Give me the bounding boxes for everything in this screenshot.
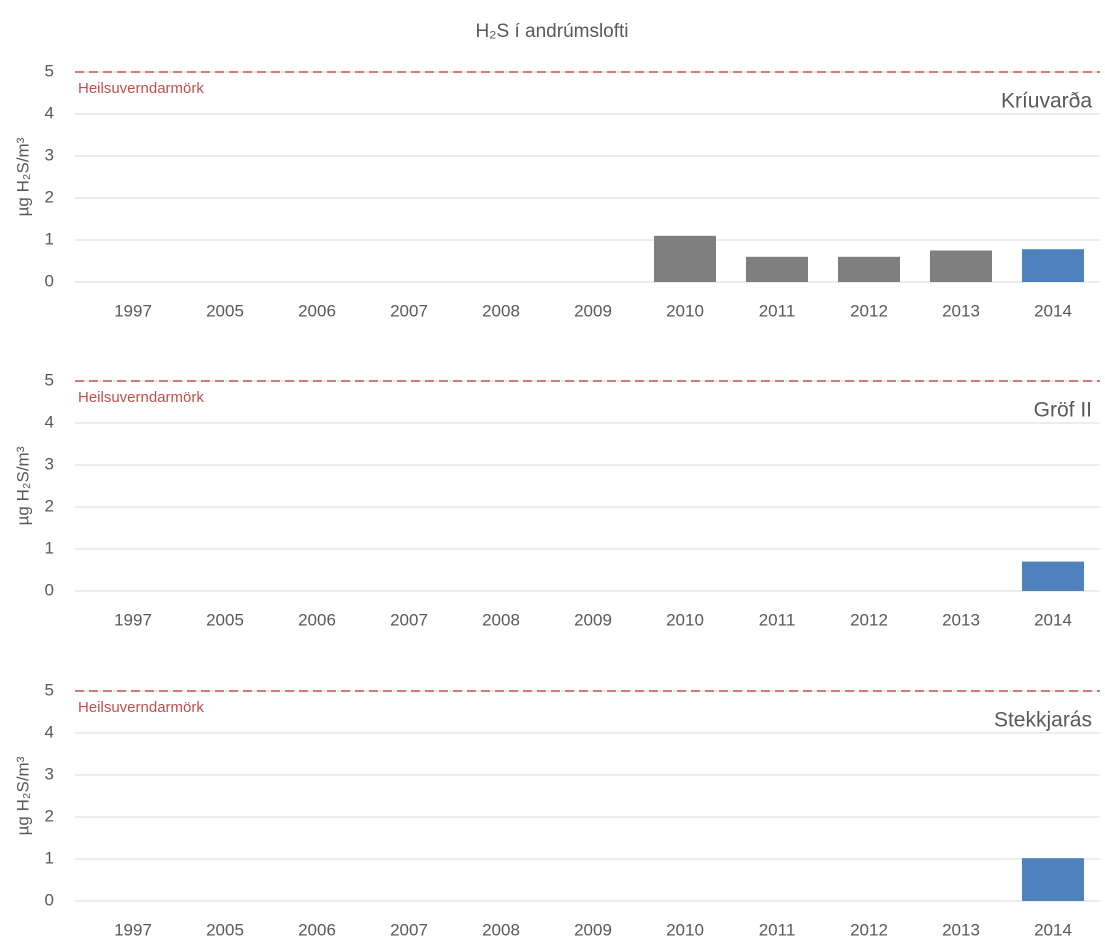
y-tick-label: 4 — [45, 722, 54, 741]
x-tick-label: 2006 — [298, 610, 336, 629]
station-label: Stekkjarás — [994, 709, 1092, 732]
x-tick-label: 2005 — [206, 610, 244, 629]
x-tick-label: 2006 — [298, 920, 336, 939]
x-tick-label: 2010 — [666, 301, 704, 320]
x-tick-label: 2005 — [206, 920, 244, 939]
x-tick-label: 2011 — [759, 301, 796, 320]
x-tick-label: 2007 — [390, 301, 428, 320]
x-tick-label: 1997 — [114, 920, 152, 939]
bar — [1022, 249, 1084, 282]
y-axis-label: µg H₂S/m³ — [13, 446, 32, 525]
y-tick-label: 2 — [45, 187, 54, 206]
x-tick-label: 2014 — [1034, 301, 1072, 320]
y-tick-label: 3 — [45, 454, 54, 473]
x-tick-label: 2011 — [759, 610, 796, 629]
x-tick-label: 2011 — [759, 920, 796, 939]
bar — [1022, 858, 1084, 901]
x-tick-label: 2014 — [1034, 610, 1072, 629]
x-tick-label: 2012 — [850, 610, 888, 629]
bar — [838, 256, 900, 282]
y-tick-label: 2 — [45, 496, 54, 515]
threshold-label: Heilsuverndarmörk — [78, 80, 204, 97]
y-tick-label: 2 — [45, 806, 54, 825]
x-tick-label: 2007 — [390, 610, 428, 629]
x-tick-label: 2013 — [942, 920, 980, 939]
threshold-label: Heilsuverndarmörk — [78, 389, 204, 406]
x-tick-label: 2014 — [1034, 920, 1072, 939]
x-tick-label: 1997 — [114, 301, 152, 320]
bar — [930, 250, 992, 282]
chart-title: H₂S í andrúmslofti — [475, 21, 628, 42]
y-tick-label: 0 — [45, 890, 54, 909]
y-tick-label: 3 — [45, 145, 54, 164]
threshold-label: Heilsuverndarmörk — [78, 699, 204, 716]
x-tick-label: 2009 — [574, 301, 612, 320]
y-tick-label: 1 — [45, 538, 54, 557]
station-label: Kríuvarða — [1001, 90, 1092, 113]
y-tick-label: 0 — [45, 580, 54, 599]
bar — [1022, 561, 1084, 591]
y-axis-label: µg H₂S/m³ — [13, 137, 32, 216]
x-tick-label: 2008 — [482, 610, 520, 629]
y-tick-label: 1 — [45, 229, 54, 248]
y-tick-label: 4 — [45, 412, 54, 431]
x-tick-label: 2007 — [390, 920, 428, 939]
y-tick-label: 4 — [45, 103, 54, 122]
y-tick-label: 3 — [45, 764, 54, 783]
y-tick-label: 5 — [45, 61, 54, 80]
y-tick-label: 5 — [45, 680, 54, 699]
x-tick-label: 1997 — [114, 610, 152, 629]
x-tick-label: 2013 — [942, 301, 980, 320]
y-tick-label: 5 — [45, 370, 54, 389]
x-tick-label: 2012 — [850, 301, 888, 320]
x-tick-label: 2012 — [850, 920, 888, 939]
y-tick-label: 0 — [45, 271, 54, 290]
x-tick-label: 2009 — [574, 920, 612, 939]
x-tick-label: 2013 — [942, 610, 980, 629]
x-tick-label: 2006 — [298, 301, 336, 320]
x-tick-label: 2010 — [666, 610, 704, 629]
y-axis-label: µg H₂S/m³ — [13, 756, 32, 835]
x-tick-label: 2008 — [482, 920, 520, 939]
x-tick-label: 2010 — [666, 920, 704, 939]
station-label: Gröf II — [1034, 399, 1092, 422]
x-tick-label: 2005 — [206, 301, 244, 320]
bar — [654, 235, 716, 282]
x-tick-label: 2009 — [574, 610, 612, 629]
y-tick-label: 1 — [45, 848, 54, 867]
x-tick-label: 2008 — [482, 301, 520, 320]
bar — [746, 256, 808, 282]
